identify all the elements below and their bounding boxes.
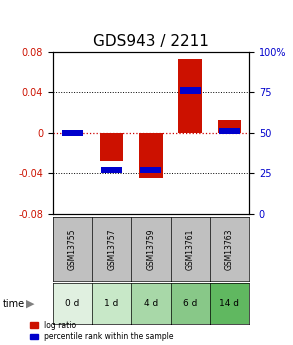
Title: GDS943 / 2211: GDS943 / 2211 (93, 34, 209, 49)
Bar (62, 130, 83, 136)
Bar (139, 133, 163, 178)
Bar (140, 167, 161, 173)
Bar (178, 59, 202, 133)
Text: 6 d: 6 d (183, 299, 197, 308)
Text: 0 d: 0 d (65, 299, 80, 308)
Bar (218, 120, 241, 133)
Text: 1 d: 1 d (104, 299, 119, 308)
Text: ▶: ▶ (26, 299, 35, 308)
Text: GSM13763: GSM13763 (225, 228, 234, 270)
Text: GSM13759: GSM13759 (146, 228, 155, 270)
Text: 14 d: 14 d (219, 299, 239, 308)
Legend: log ratio, percentile rank within the sample: log ratio, percentile rank within the sa… (30, 321, 173, 341)
Bar (219, 128, 240, 135)
Text: time: time (3, 299, 25, 308)
Bar (180, 87, 201, 94)
Text: GSM13761: GSM13761 (186, 229, 195, 270)
Bar (100, 133, 123, 161)
Text: 4 d: 4 d (144, 299, 158, 308)
Text: GSM13757: GSM13757 (107, 228, 116, 270)
Text: GSM13755: GSM13755 (68, 228, 77, 270)
Bar (101, 167, 122, 173)
